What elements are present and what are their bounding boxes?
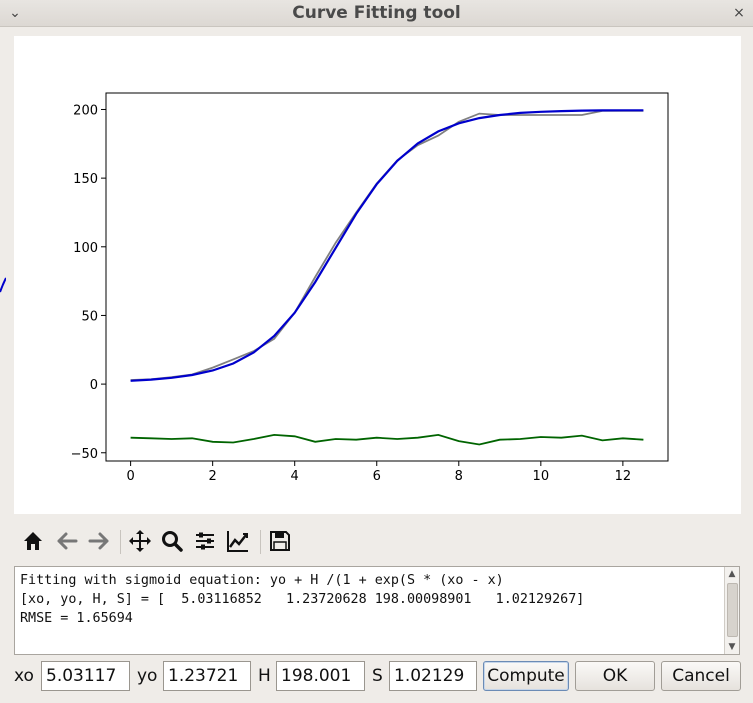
window-menu-icon[interactable]: ⌄: [9, 5, 21, 21]
scroll-up-icon[interactable]: ▲: [728, 569, 736, 579]
y-tick-label: 50: [81, 309, 98, 324]
output-line-rmse: RMSE = 1.65694: [20, 611, 133, 626]
s-label: S: [372, 666, 383, 686]
x-tick-label: 2: [209, 469, 217, 484]
scroll-down-icon[interactable]: ▼: [728, 642, 736, 652]
y-tick-label: 0: [90, 378, 98, 393]
configure-subplots-icon[interactable]: [190, 526, 220, 556]
close-icon[interactable]: ×: [733, 5, 745, 21]
x-tick-label: 8: [455, 469, 463, 484]
toolbar-separator: [260, 530, 261, 554]
x-tick-label: 4: [291, 469, 299, 484]
zoom-icon[interactable]: [157, 526, 187, 556]
parameter-row: xo yo H S Compute OK Cancel: [0, 661, 753, 693]
xo-label: xo: [14, 666, 34, 686]
x-tick-label: 0: [126, 469, 134, 484]
title-bar: ⌄ Curve Fitting tool ×: [0, 0, 753, 27]
x-tick-label: 10: [533, 469, 550, 484]
toolbar-separator: [120, 530, 121, 554]
window-title: Curve Fitting tool: [292, 3, 461, 23]
series-line-0: [130, 110, 644, 381]
y-tick-label: −50: [71, 447, 98, 462]
series-line-2: [130, 433, 644, 446]
ok-button[interactable]: OK: [575, 661, 655, 691]
axes-frame: [105, 92, 669, 462]
h-input[interactable]: [276, 661, 365, 691]
y-tick-label: 150: [73, 172, 98, 187]
cancel-button[interactable]: Cancel: [661, 661, 741, 691]
pan-icon[interactable]: [125, 526, 155, 556]
navigation-toolbar: [14, 522, 741, 562]
y-tick-label: 100: [73, 241, 98, 256]
save-icon[interactable]: [265, 526, 295, 556]
forward-arrow-icon[interactable]: [84, 526, 114, 556]
y-tick-label: 200: [73, 103, 98, 118]
back-arrow-icon[interactable]: [52, 526, 82, 556]
edit-axis-icon[interactable]: [223, 526, 253, 556]
xo-input[interactable]: [41, 661, 130, 691]
yo-label: yo: [137, 666, 158, 686]
output-line-equation: Fitting with sigmoid equation: yo + H /(…: [20, 573, 504, 588]
series-line-1: [130, 109, 644, 382]
x-tick-label: 12: [615, 469, 632, 484]
plot-canvas[interactable]: 0 2 4 6 8 10 12 −50 0 50 100 150 200: [14, 36, 741, 514]
vertical-scrollbar[interactable]: ▲ ▼: [724, 567, 739, 654]
s-input[interactable]: [389, 661, 477, 691]
h-label: H: [258, 666, 271, 686]
fit-output-textarea[interactable]: Fitting with sigmoid equation: yo + H /(…: [14, 566, 740, 655]
scrollbar-thumb[interactable]: [727, 583, 738, 637]
output-line-parameters: [xo, yo, H, S] = [ 5.03116852 1.23720628…: [20, 592, 585, 607]
x-tick-label: 6: [373, 469, 381, 484]
home-icon[interactable]: [18, 526, 48, 556]
background-curve-fragment: [0, 277, 6, 293]
compute-button[interactable]: Compute: [483, 661, 569, 691]
chart: 0 2 4 6 8 10 12 −50 0 50 100 150 200: [71, 92, 669, 484]
yo-input[interactable]: [163, 661, 251, 691]
